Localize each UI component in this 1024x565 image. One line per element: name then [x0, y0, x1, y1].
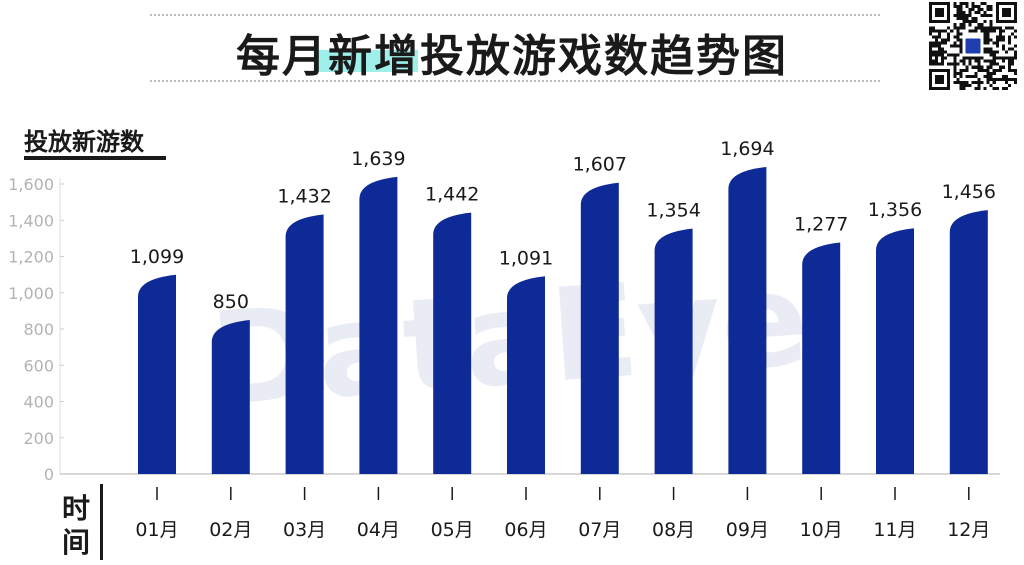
x-axis-label: 时间 — [61, 492, 90, 559]
title-area: 每月新增投放游戏数趋势图 — [0, 0, 1024, 90]
bar-03月 — [285, 214, 324, 474]
x-tick-label: 07月 — [578, 519, 621, 541]
bar-09月 — [728, 166, 767, 474]
y-axis-ticks: 0 200 400 600 800 1,000 1,200 1,400 1,600 — [8, 175, 64, 484]
y-tick-label: 800 — [23, 320, 54, 339]
qr-code-icon — [929, 2, 1017, 90]
y-tick-label: 0 — [44, 465, 54, 484]
x-tick-label: 09月 — [726, 519, 769, 541]
x-axis-category-labels: 01月 02月 03月 04月 05月 06月 07月 08月 09月 10月 11月 12月 — [135, 519, 990, 541]
data-label: 850 — [213, 291, 249, 313]
x-axis-label-divider — [100, 484, 103, 560]
x-tick-label: 05月 — [431, 519, 474, 541]
data-label: 1,277 — [794, 214, 848, 236]
y-tick-label: 1,400 — [8, 211, 54, 230]
bar-08月 — [654, 228, 693, 474]
data-label: 1,694 — [720, 138, 774, 160]
data-label: 1,356 — [868, 199, 922, 221]
x-tick-label: 06月 — [504, 519, 547, 541]
bar-series — [138, 166, 988, 474]
y-tick-label: 1,000 — [8, 284, 54, 303]
bar-12月 — [949, 210, 988, 474]
x-tick-label: 10月 — [800, 519, 843, 541]
bar-07月 — [580, 182, 619, 474]
title-dotted-rule-bottom — [150, 80, 880, 82]
x-tick-label: 02月 — [209, 519, 252, 541]
bar-01月 — [138, 274, 176, 474]
y-tick-label: 1,600 — [8, 175, 54, 194]
y-tick-label: 600 — [23, 356, 54, 375]
bar-05月 — [433, 212, 472, 474]
data-label: 1,442 — [425, 184, 479, 206]
x-tick-label: 04月 — [357, 519, 400, 541]
chart-title: 每月新增投放游戏数趋势图 — [236, 31, 788, 82]
data-label: 1,099 — [130, 246, 184, 268]
data-label: 1,639 — [351, 148, 405, 170]
data-labels: 1,099 850 1,432 1,639 1,442 1,091 1,607 1,354 1,… — [130, 138, 996, 313]
data-label: 1,607 — [573, 154, 627, 176]
x-tick-label: 01月 — [135, 519, 178, 541]
x-tick-label: 08月 — [652, 519, 695, 541]
bar-02月 — [211, 319, 250, 474]
y-axis-label: 投放新游数 — [24, 128, 144, 156]
y-tick-label: 1,200 — [8, 248, 54, 267]
x-tick-label: 03月 — [283, 519, 326, 541]
x-tick-label: 12月 — [947, 519, 990, 541]
y-axis-label-underline — [24, 156, 166, 160]
data-label: 1,456 — [942, 181, 996, 203]
bar-06月 — [507, 276, 545, 474]
data-label: 1,091 — [499, 247, 553, 269]
x-axis-ticks — [156, 487, 970, 500]
data-label: 1,354 — [646, 200, 700, 222]
x-tick-label: 11月 — [873, 519, 916, 541]
title-highlight — [318, 50, 418, 72]
bar-04月 — [359, 176, 398, 474]
bar-11月 — [876, 228, 914, 474]
bar-10月 — [802, 242, 841, 474]
y-tick-label: 200 — [23, 429, 54, 448]
data-label: 1,432 — [277, 185, 331, 207]
y-tick-label: 400 — [23, 393, 54, 412]
title-dotted-rule-top — [150, 14, 880, 16]
